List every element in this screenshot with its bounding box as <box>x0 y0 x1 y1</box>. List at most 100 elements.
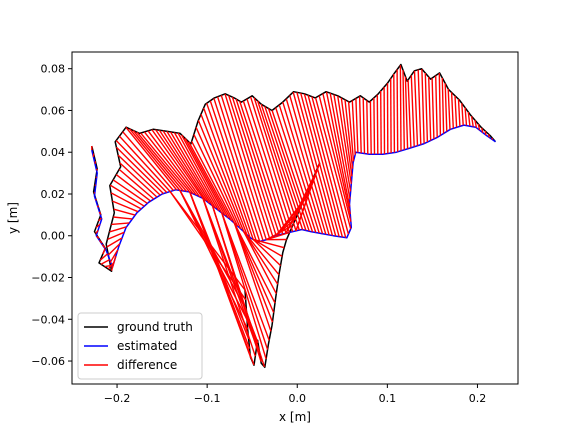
difference-segment <box>252 238 283 258</box>
y-tick-label: −0.06 <box>31 355 65 368</box>
legend: ground truth estimated difference <box>77 312 203 380</box>
difference-segment <box>285 98 327 235</box>
x-tick-label: 0.0 <box>289 392 307 405</box>
difference-segment <box>177 132 223 214</box>
difference-segment <box>119 162 158 198</box>
difference-segment <box>143 131 194 195</box>
difference-segment <box>333 94 352 192</box>
difference-segment <box>295 162 321 232</box>
difference-segment <box>373 97 376 155</box>
difference-segment <box>100 258 111 265</box>
difference-segment <box>191 141 236 224</box>
difference-segment <box>243 231 280 276</box>
difference-segment <box>115 140 168 193</box>
x-axis-label: x [m] <box>279 410 311 424</box>
difference-segment <box>166 131 214 207</box>
difference-segment <box>380 90 382 155</box>
difference-segment <box>252 238 282 267</box>
difference-segment <box>117 154 161 196</box>
difference-segment <box>113 216 133 220</box>
difference-segment <box>197 120 245 232</box>
difference-segment <box>296 92 337 237</box>
difference-segment <box>173 132 220 211</box>
difference-segment <box>220 95 267 240</box>
difference-segment <box>246 98 290 233</box>
difference-segment <box>200 113 248 235</box>
difference-segment <box>184 137 229 219</box>
difference-segment <box>213 98 261 242</box>
y-axis-label: y [m] <box>6 202 20 234</box>
difference-segment <box>233 223 272 332</box>
difference-segment <box>132 130 184 192</box>
y-tick-label: 0.00 <box>41 230 66 243</box>
difference-segment <box>118 135 171 192</box>
y-tick-label: −0.04 <box>31 313 65 326</box>
difference-segment <box>109 226 127 233</box>
difference-segment <box>481 127 484 133</box>
difference-segment <box>98 211 102 215</box>
difference-segment <box>102 248 106 255</box>
difference-segment <box>275 107 317 233</box>
difference-segment <box>231 96 277 236</box>
difference-segment <box>233 222 276 304</box>
x-tick-label: −0.2 <box>104 392 131 405</box>
difference-segment <box>235 98 281 235</box>
difference-segment <box>136 131 188 192</box>
difference-segment <box>101 244 106 249</box>
difference-segment <box>109 184 145 207</box>
y-tick-label: 0.02 <box>41 188 66 201</box>
difference-segment <box>444 83 448 132</box>
legend-label-estimated: estimated <box>117 339 177 353</box>
difference-segment <box>289 95 330 236</box>
difference-segment <box>393 73 396 153</box>
difference-segment <box>399 65 402 151</box>
difference-segment <box>125 126 178 191</box>
difference-segment <box>337 95 352 184</box>
difference-segment <box>211 205 266 368</box>
y-tick-label: 0.08 <box>41 63 66 76</box>
difference-segment <box>366 100 369 155</box>
difference-segment <box>447 88 451 130</box>
difference-segment <box>249 96 294 232</box>
difference-segment <box>278 104 320 234</box>
difference-segment <box>95 176 98 179</box>
difference-segment <box>202 198 256 357</box>
difference-segment <box>243 231 279 285</box>
difference-segment <box>96 235 100 239</box>
difference-segment <box>151 129 201 198</box>
difference-segment <box>438 73 442 136</box>
difference-segment <box>216 96 264 241</box>
difference-segment <box>300 92 340 237</box>
difference-segment <box>441 77 445 134</box>
difference-segment <box>122 131 174 191</box>
difference-segment <box>158 129 207 202</box>
x-tick-label: 0.2 <box>469 392 487 405</box>
difference-segment <box>228 95 274 237</box>
difference-segment <box>96 205 100 208</box>
difference-segment <box>450 92 454 129</box>
difference-segment <box>233 223 274 323</box>
difference-segment <box>181 134 226 216</box>
difference-segment <box>435 75 438 138</box>
difference-segment <box>484 130 487 136</box>
difference-segment <box>111 222 130 226</box>
axes-frame <box>71 51 519 385</box>
difference-segment <box>94 198 97 201</box>
difference-segment <box>107 231 125 241</box>
difference-segment <box>351 100 356 155</box>
difference-segment <box>303 93 344 238</box>
difference-segment <box>98 239 103 244</box>
difference-segment <box>188 141 233 221</box>
difference-segment <box>292 91 334 236</box>
difference-segment <box>195 127 242 230</box>
difference-segment <box>257 100 300 231</box>
difference-segment <box>112 200 139 213</box>
difference-segment <box>95 229 99 234</box>
difference-segment <box>464 107 468 126</box>
difference-segment <box>260 103 304 230</box>
difference-segment <box>221 212 270 341</box>
difference-segment <box>347 101 355 162</box>
difference-segment <box>457 99 461 127</box>
y-tick-label: 0.04 <box>41 146 66 159</box>
